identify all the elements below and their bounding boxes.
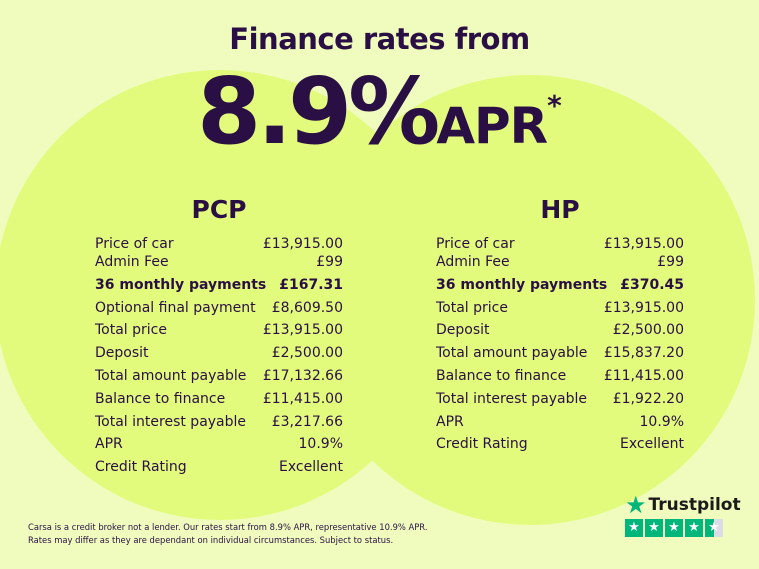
table-row: Total amount payable £15,837.20 [436, 344, 684, 362]
headline: Finance rates from [229, 22, 530, 56]
table-row: Credit Rating Excellent [95, 458, 343, 476]
row-label: 36 monthly payments [95, 276, 267, 293]
row-value: £99 [657, 254, 684, 270]
table-row: 36 monthly payments £167.31 [95, 276, 343, 294]
row-label: APR [95, 436, 123, 453]
table-row: Total price £13,915.00 [95, 321, 343, 339]
rating-star-icon: ★ [645, 519, 663, 537]
row-label: Total amount payable [95, 367, 247, 384]
row-value: £11,415.00 [603, 367, 684, 384]
table-row: Total interest payable £1,922.20 [436, 390, 684, 408]
table-row: Optional final payment £8,609.50 [95, 299, 343, 317]
row-value: £2,500.00 [271, 345, 343, 362]
row-value: £1,922.20 [612, 390, 684, 407]
pcp-title: PCP [191, 195, 247, 224]
table-row: Price of car £13,915.00 [95, 235, 343, 253]
row-label: Deposit [95, 345, 149, 362]
table-row: Balance to finance £11,415.00 [95, 390, 343, 408]
rate-display: 8.9%APR* [0, 62, 759, 162]
row-value: £167.31 [279, 276, 343, 293]
table-row: Admin Fee £99 [95, 253, 343, 271]
row-value: Excellent [279, 459, 343, 476]
rate-value: 8.9% [197, 58, 440, 165]
table-row: 36 monthly payments £370.45 [436, 276, 684, 294]
row-label: Price of car [95, 236, 174, 252]
row-value: £8,609.50 [271, 299, 343, 316]
row-label: Admin Fee [436, 254, 510, 270]
table-row: Deposit £2,500.00 [436, 321, 684, 339]
disclaimer: Carsa is a credit broker not a lender. O… [28, 521, 427, 547]
table-row: Admin Fee £99 [436, 253, 684, 271]
table-row: Balance to finance £11,415.00 [436, 367, 684, 385]
table-row: Price of car £13,915.00 [436, 235, 684, 253]
row-label: Credit Rating [436, 436, 528, 453]
hp-title: HP [540, 195, 580, 224]
row-label: Credit Rating [95, 459, 187, 476]
hp-rows: Price of car £13,915.00 Admin Fee £99 36 mon… [436, 235, 684, 453]
rating-star-icon: ★ [685, 519, 703, 537]
row-value: £13,915.00 [262, 322, 343, 339]
row-label: Admin Fee [95, 254, 169, 270]
trustpilot-badge[interactable]: ★ Trustpilot ★ ★ ★ ★ ★ [625, 491, 741, 537]
table-row: Credit Rating Excellent [436, 435, 684, 453]
row-label: Balance to finance [436, 367, 567, 384]
row-label: Total interest payable [436, 390, 588, 407]
trustpilot-rating: ★ ★ ★ ★ ★ [625, 519, 741, 537]
disclaimer-line-1: Carsa is a credit broker not a lender. O… [28, 522, 428, 532]
rating-star-icon: ★ [705, 519, 723, 537]
row-label: Price of car [436, 236, 515, 252]
star-icon: ★ [625, 491, 647, 519]
row-value: £2,500.00 [612, 322, 684, 339]
trustpilot-logo: ★ Trustpilot [625, 491, 741, 519]
background-circle-right [305, 75, 755, 525]
table-row: Total price £13,915.00 [436, 299, 684, 317]
disclaimer-line-2: Rates may differ as they are dependant o… [28, 535, 394, 545]
row-value: £3,217.66 [271, 413, 343, 430]
row-value: £11,415.00 [262, 390, 343, 407]
row-label: Total price [95, 322, 167, 339]
table-row: APR 10.9% [436, 413, 684, 431]
row-label: Deposit [436, 322, 490, 339]
row-value: £13,915.00 [262, 236, 343, 252]
pcp-rows: Price of car £13,915.00 Admin Fee £99 36 mon… [95, 235, 343, 476]
row-label: Balance to finance [95, 390, 226, 407]
row-label: 36 monthly payments [436, 276, 608, 293]
row-value: £99 [316, 254, 343, 270]
trustpilot-label: Trustpilot [648, 495, 741, 515]
table-row: Total interest payable £3,217.66 [95, 413, 343, 431]
asterisk: * [547, 89, 562, 122]
row-value: 10.9% [639, 413, 684, 430]
row-label: APR [436, 413, 464, 430]
row-value: 10.9% [298, 436, 343, 453]
row-value: £17,132.66 [262, 367, 343, 384]
table-row: APR 10.9% [95, 435, 343, 453]
table-row: Deposit £2,500.00 [95, 344, 343, 362]
rating-star-icon: ★ [665, 519, 683, 537]
pcp-panel: PCP Price of car £13,915.00 Admin Fee £99 36… [95, 195, 343, 481]
row-value: £15,837.20 [603, 345, 684, 362]
row-value: £13,915.00 [603, 299, 684, 316]
row-value: £370.45 [620, 276, 684, 293]
rating-star-icon: ★ [625, 519, 643, 537]
row-label: Total price [436, 299, 508, 316]
row-value: £13,915.00 [603, 236, 684, 252]
row-label: Total interest payable [95, 413, 247, 430]
row-value: Excellent [620, 436, 684, 453]
apr-label: APR [436, 97, 548, 155]
hp-panel: HP Price of car £13,915.00 Admin Fee £99 36 … [436, 195, 684, 458]
row-label: Optional final payment [95, 299, 256, 316]
row-label: Total amount payable [436, 345, 588, 362]
table-row: Total amount payable £17,132.66 [95, 367, 343, 385]
